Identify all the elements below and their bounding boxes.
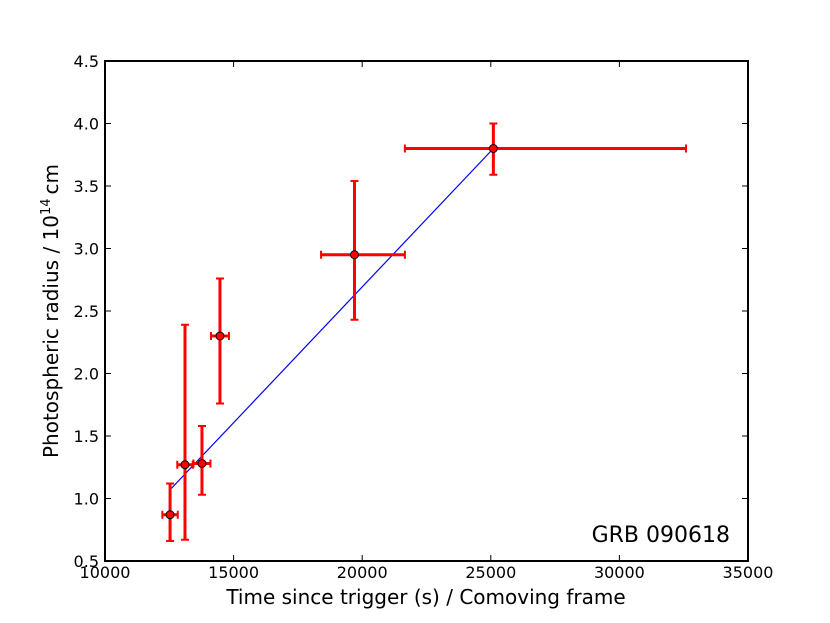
plot-frame [104, 60, 749, 562]
x-tick-label: 30000 [594, 563, 645, 582]
y-label-text: Photospheric radius / 10 [39, 215, 63, 458]
x-tick-label: 15000 [208, 563, 259, 582]
y-tick-label: 2.0 [74, 365, 99, 384]
point [165, 510, 175, 520]
point [215, 331, 225, 341]
x-tick-label: 20000 [337, 563, 388, 582]
point [349, 250, 359, 260]
y-tick-label: 4.0 [74, 115, 99, 134]
x-tick-label: 25000 [465, 563, 516, 582]
x-tick-label: 35000 [723, 563, 774, 582]
point [197, 459, 207, 468]
y-axis-label: Photospheric radius / 1014 cm [39, 164, 63, 458]
x-tick-label: 10000 [80, 563, 131, 582]
y-tick-label: 3.5 [74, 177, 99, 196]
y-label-unit: cm [39, 164, 63, 194]
x-axis-label: Time since trigger (s) / Comoving frame [225, 585, 625, 609]
y-tick-label: 3.0 [74, 240, 99, 259]
annotation: GRB 090618 [592, 523, 730, 548]
point [488, 144, 498, 153]
y-tick-label: 1.0 [74, 490, 99, 509]
y-tick-label: 4.5 [74, 52, 99, 71]
y-tick-label: 0.5 [74, 552, 99, 571]
y-tick-label: 2.5 [74, 302, 99, 321]
y-tick-label: 1.5 [74, 427, 99, 446]
y-label-superscript: 14 [39, 198, 54, 215]
point [180, 460, 190, 470]
fit-line [169, 148, 494, 491]
